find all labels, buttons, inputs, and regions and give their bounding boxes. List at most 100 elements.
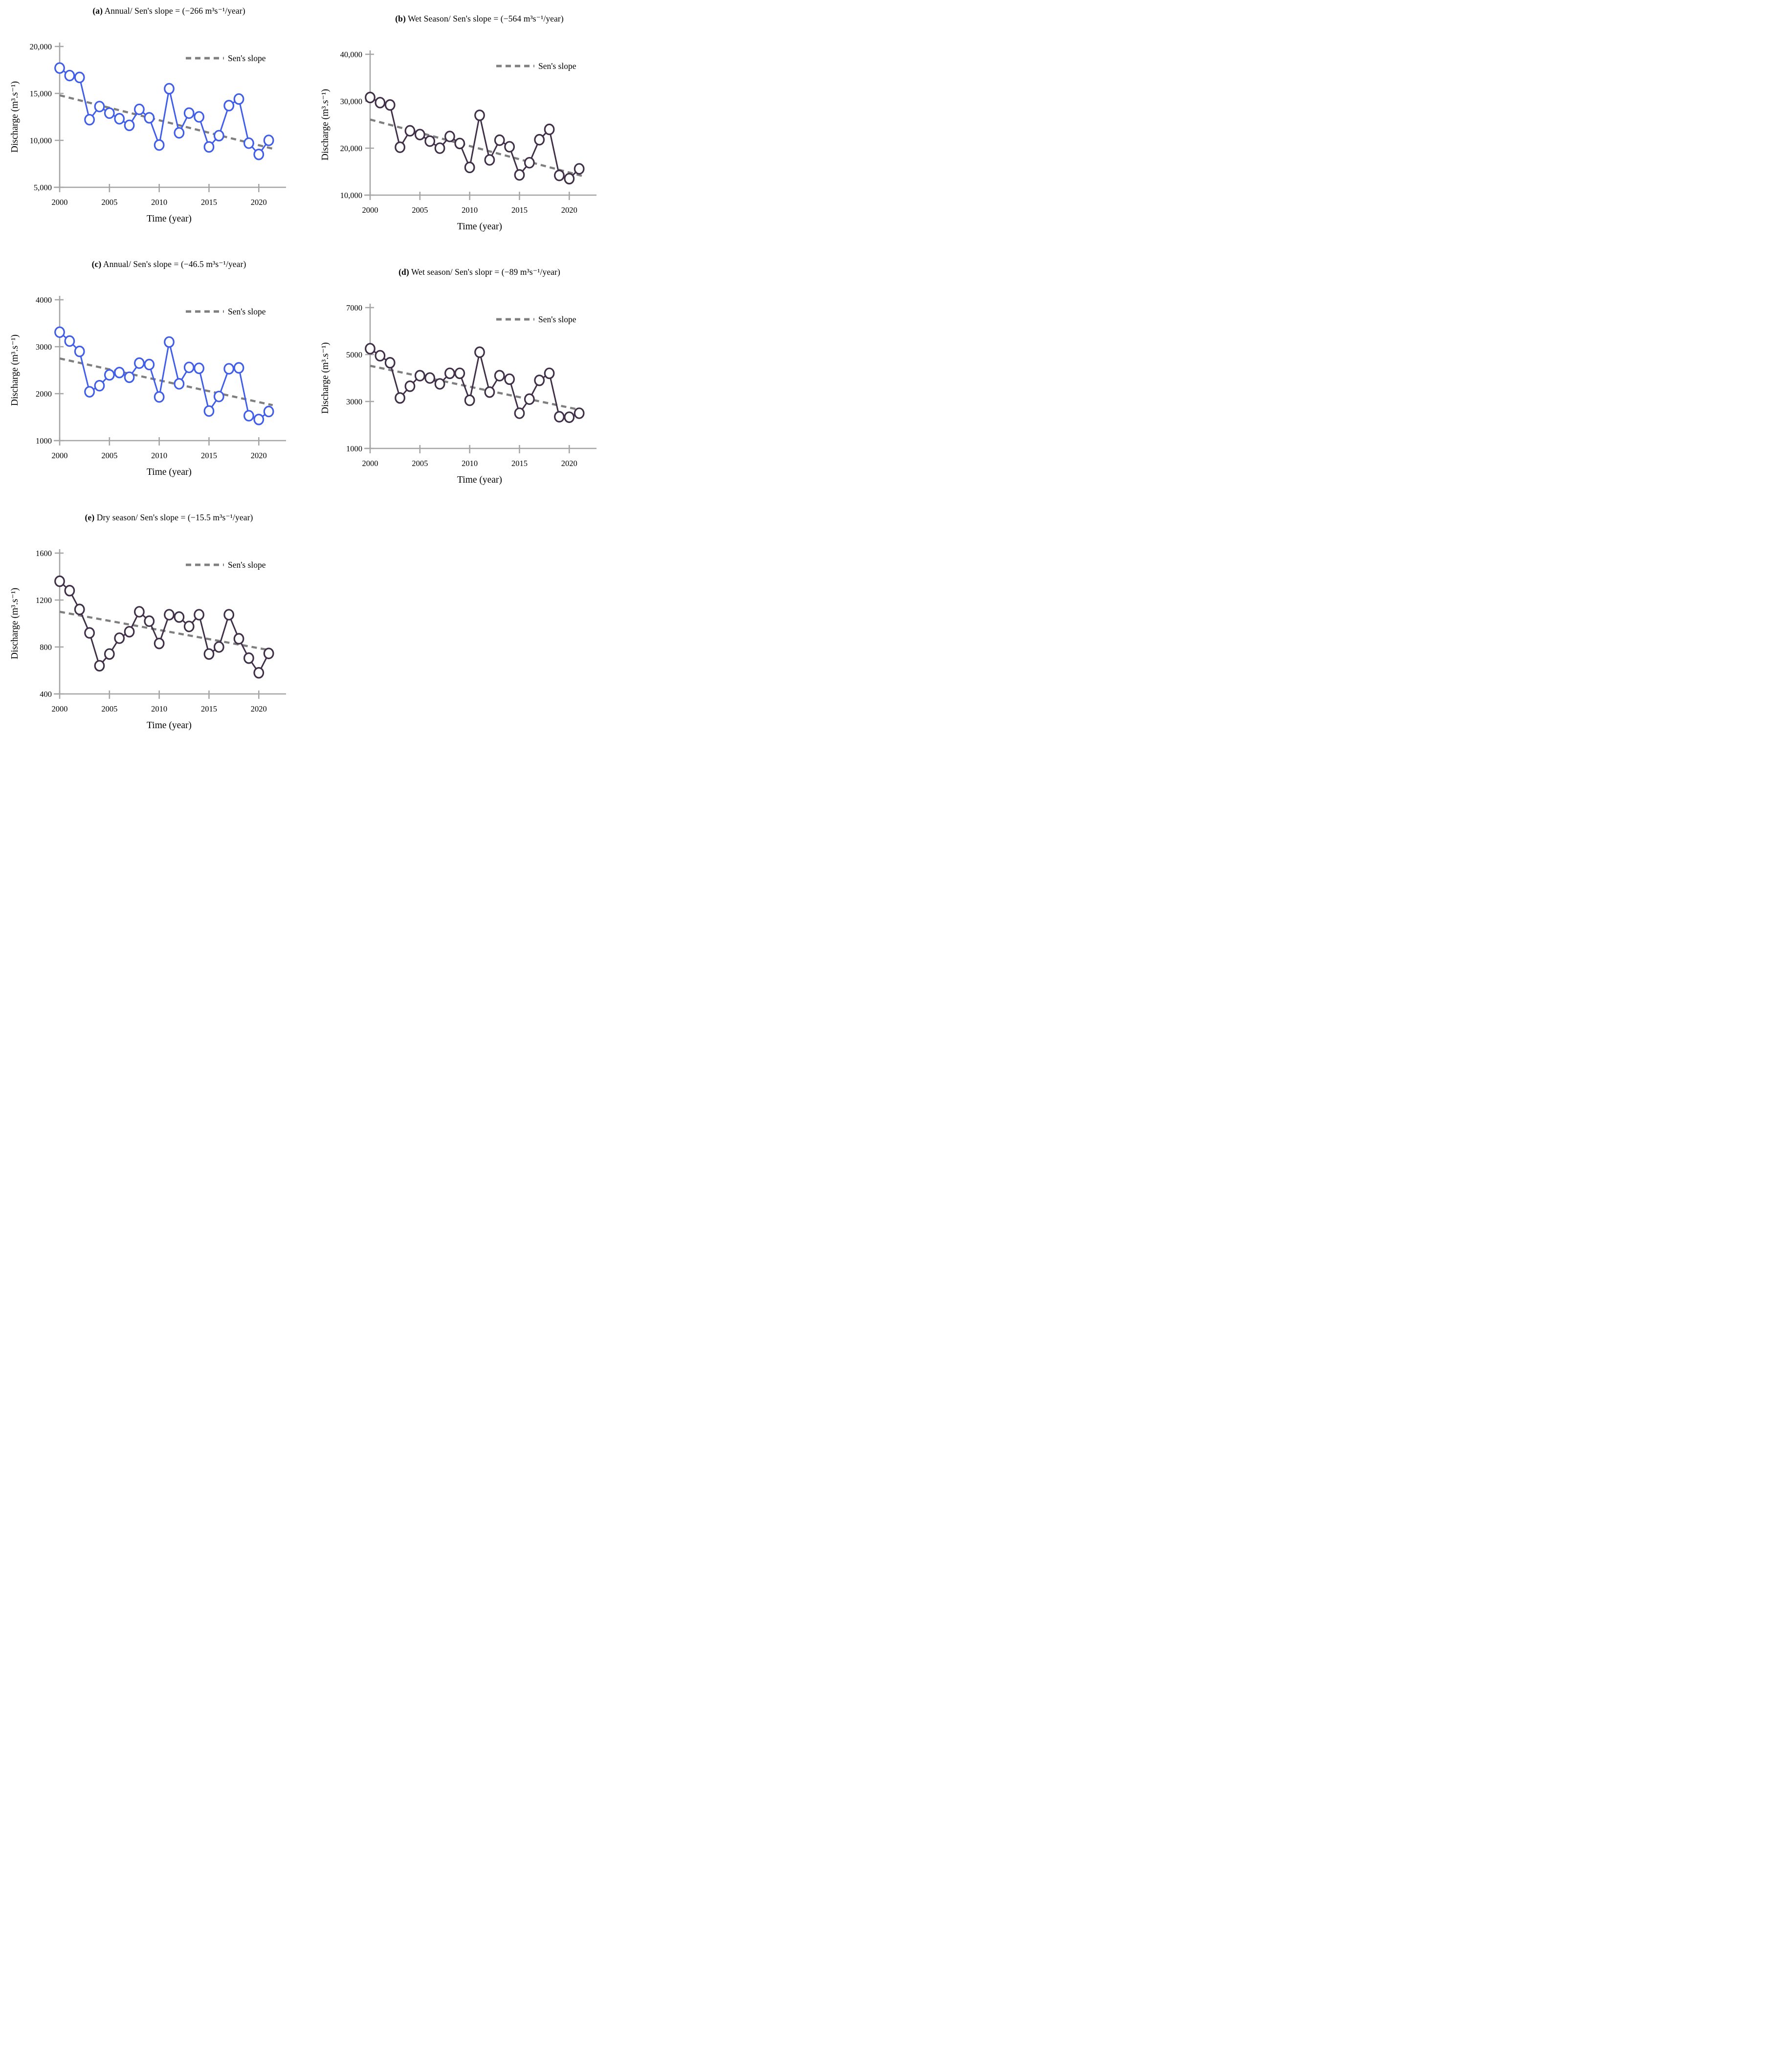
figure-page: (a) Annual/ Sen's slope = (−266 m³s⁻¹/ye… xyxy=(0,0,607,751)
y-axis-title: Discharge (m³.s⁻¹) xyxy=(320,342,331,414)
data-point xyxy=(104,107,115,119)
data-series-line xyxy=(370,96,580,179)
data-point xyxy=(144,358,155,371)
x-tick-label: 2000 xyxy=(362,205,378,215)
sen-slope-line xyxy=(370,364,584,412)
data-point xyxy=(454,137,465,150)
data-point xyxy=(124,371,135,383)
data-point xyxy=(514,407,525,419)
y-tick-label: 800 xyxy=(40,643,52,652)
x-tick-label: 2020 xyxy=(251,198,267,207)
x-tick-label: 2005 xyxy=(101,451,117,460)
chart-a-title-letter: (a) xyxy=(92,6,103,16)
data-point xyxy=(494,370,505,381)
data-point xyxy=(484,154,495,166)
data-point xyxy=(94,101,105,112)
x-tick-label: 2005 xyxy=(412,459,428,468)
legend-label: Sen's slope xyxy=(228,307,266,316)
data-point xyxy=(384,99,396,111)
chart-d-title-text: Wet season/ Sen's slopr = (−89 m³s⁻¹/yea… xyxy=(409,267,560,277)
x-tick-label: 2020 xyxy=(561,459,577,468)
x-tick-label: 2010 xyxy=(462,205,478,215)
y-tick-label: 1200 xyxy=(36,596,52,605)
data-point xyxy=(144,615,155,627)
empty-cell xyxy=(315,512,601,731)
data-point xyxy=(544,367,555,379)
x-tick-label: 2015 xyxy=(511,205,528,215)
data-point xyxy=(124,626,135,638)
data-point xyxy=(183,621,195,632)
x-tick-label: 2020 xyxy=(251,704,267,713)
chart-a-title: (a) Annual/ Sen's slope = (−266 m³s⁻¹/ye… xyxy=(5,6,291,16)
data-point xyxy=(233,362,244,374)
x-tick-label: 2005 xyxy=(101,704,117,713)
y-tick-label: 7000 xyxy=(346,303,362,312)
data-point xyxy=(375,350,386,362)
data-point xyxy=(574,163,585,175)
y-tick-label: 1000 xyxy=(346,444,362,453)
x-tick-label: 2010 xyxy=(462,459,478,468)
data-point xyxy=(554,169,565,181)
x-tick-label: 2010 xyxy=(151,451,167,460)
chart-c-title-text: Annual/ Sen's slope = (−46.5 m³s⁻¹/year) xyxy=(101,259,246,269)
chart-panel-a: (a) Annual/ Sen's slope = (−266 m³s⁻¹/ye… xyxy=(5,6,291,232)
data-series-line xyxy=(370,348,580,418)
chart-panel-c: (c) Annual/ Sen's slope = (−46.5 m³s⁻¹/y… xyxy=(5,259,291,486)
x-tick-label: 2000 xyxy=(52,704,68,713)
data-point xyxy=(524,393,535,405)
data-point xyxy=(404,125,416,137)
data-point xyxy=(54,326,65,338)
data-point xyxy=(424,372,436,384)
data-point xyxy=(474,346,485,358)
y-axis-title: Discharge (m³.s⁻¹) xyxy=(10,588,20,659)
data-point xyxy=(154,391,165,403)
data-point xyxy=(64,335,75,347)
data-point xyxy=(223,609,235,621)
chart-e-title-letter: (e) xyxy=(85,512,95,522)
data-point xyxy=(164,336,175,348)
y-tick-label: 15,000 xyxy=(30,89,52,98)
x-axis-title: Time (year) xyxy=(147,467,192,477)
data-point xyxy=(544,123,555,135)
chart-d-title-letter: (d) xyxy=(398,267,409,277)
x-tick-label: 2020 xyxy=(561,205,577,215)
data-point xyxy=(84,386,95,398)
data-point xyxy=(74,71,85,84)
data-point xyxy=(243,410,254,422)
legend-label: Sen's slope xyxy=(538,314,576,324)
chart-panel-e: (e) Dry season/ Sen's slope = (−15.5 m³s… xyxy=(5,512,291,731)
y-tick-label: 5,000 xyxy=(34,183,52,192)
data-point xyxy=(243,652,254,664)
data-point xyxy=(534,134,545,146)
data-point xyxy=(574,407,585,419)
data-point xyxy=(524,156,535,169)
data-point xyxy=(94,660,105,672)
data-point xyxy=(223,363,235,375)
y-tick-label: 4000 xyxy=(36,295,52,305)
y-axis-title: Discharge (m³.s⁻¹) xyxy=(10,334,20,406)
y-tick-label: 20,000 xyxy=(30,42,52,51)
data-point xyxy=(253,148,265,160)
data-point xyxy=(365,91,375,104)
data-series-line xyxy=(59,67,269,156)
chart-panel-d: (d) Wet season/ Sen's slopr = (−89 m³s⁻¹… xyxy=(315,259,601,486)
x-axis-title: Time (year) xyxy=(147,214,192,224)
data-point xyxy=(395,392,405,404)
data-point xyxy=(164,83,175,95)
data-point xyxy=(84,627,95,639)
data-point xyxy=(104,648,115,660)
data-point xyxy=(213,641,224,653)
data-point xyxy=(174,611,185,623)
y-tick-label: 3000 xyxy=(36,342,52,352)
data-point xyxy=(174,378,185,390)
x-tick-label: 2010 xyxy=(151,704,167,713)
data-point xyxy=(243,137,254,149)
chart-e-title-text: Dry season/ Sen's slope = (−15.5 m³s⁻¹/y… xyxy=(94,512,253,522)
data-point xyxy=(365,343,375,355)
data-point xyxy=(223,100,235,111)
data-point xyxy=(203,405,215,417)
data-point xyxy=(194,609,204,621)
x-tick-label: 2020 xyxy=(251,451,267,460)
